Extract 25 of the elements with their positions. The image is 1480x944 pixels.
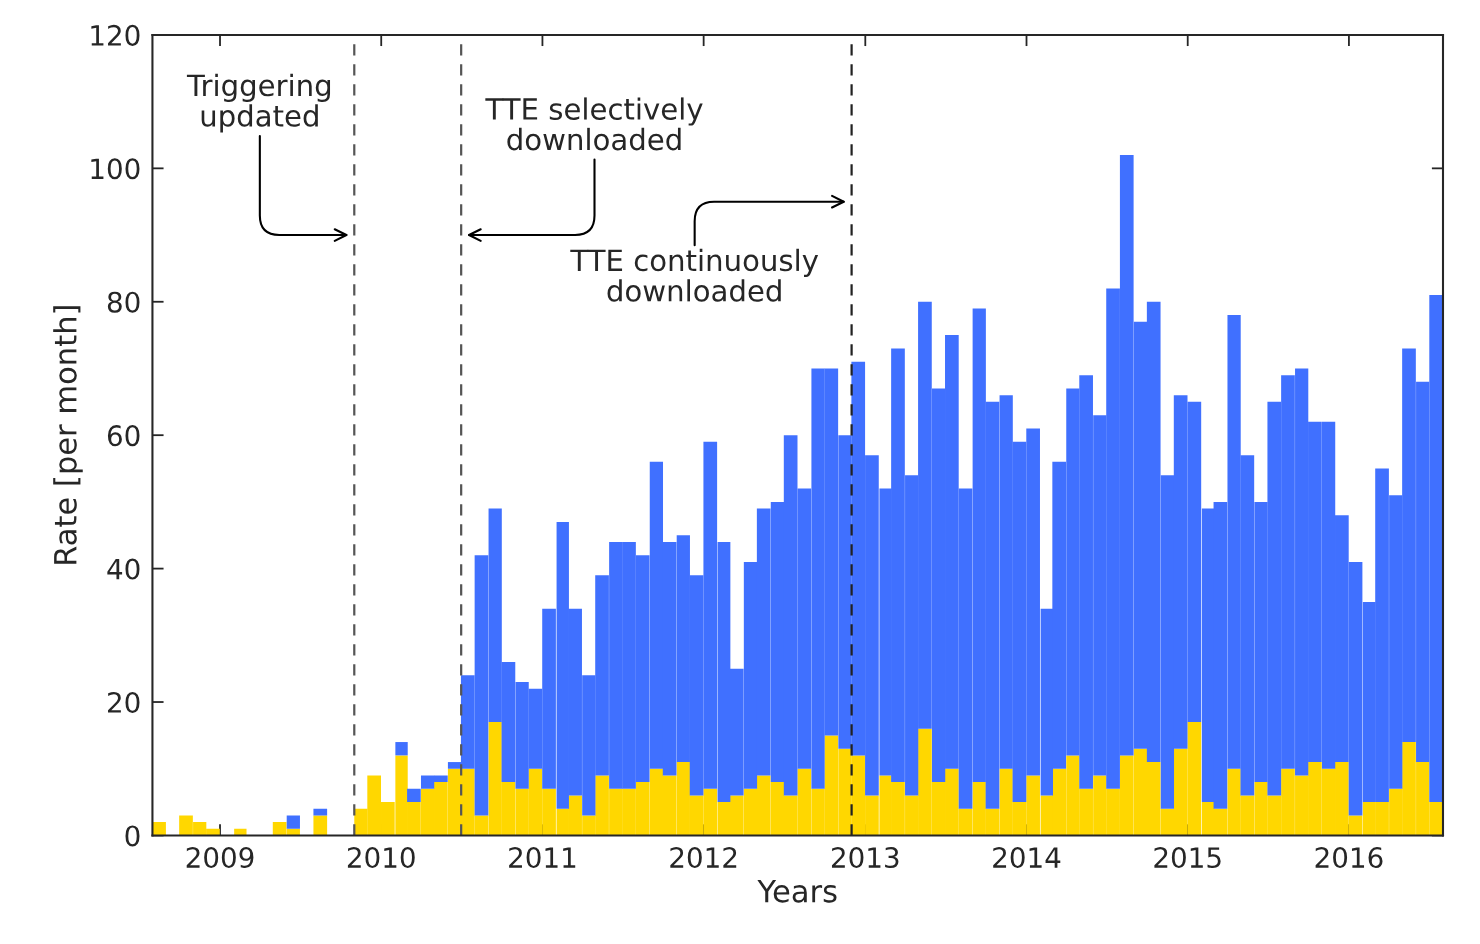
x-axis-title: Years — [757, 879, 837, 903]
y-tick-label: 80 — [107, 291, 140, 313]
bar — [395, 742, 408, 756]
x-tick-label: 2014 — [993, 847, 1061, 869]
y-tick-label: 20 — [108, 691, 140, 713]
y-tick-label: 40 — [107, 558, 140, 580]
x-tick-label: 2016 — [1315, 847, 1383, 869]
bar — [407, 788, 421, 803]
bar — [313, 808, 328, 816]
annotation: Triggering updated — [186, 73, 331, 133]
x-tick-label: 2009 — [186, 847, 254, 869]
y-tick-label: 100 — [91, 158, 140, 180]
x-tick-label: 2011 — [509, 847, 576, 869]
y-axis-title: Rate [per month] — [53, 306, 83, 564]
y-tick-label: 60 — [107, 425, 140, 447]
annotation: TTE continuously downloaded — [570, 248, 819, 302]
bar — [313, 815, 328, 836]
y-tick-label: 120 — [91, 24, 140, 46]
x-tick-label: 2015 — [1154, 847, 1221, 869]
y-tick-label: 0 — [125, 825, 140, 847]
x-tick-label: 2013 — [831, 847, 899, 869]
bar — [286, 815, 300, 829]
x-tick-label: 2010 — [347, 847, 415, 869]
annotation: TTE selectively downloaded — [485, 97, 703, 151]
x-tick-label: 2012 — [670, 847, 737, 869]
